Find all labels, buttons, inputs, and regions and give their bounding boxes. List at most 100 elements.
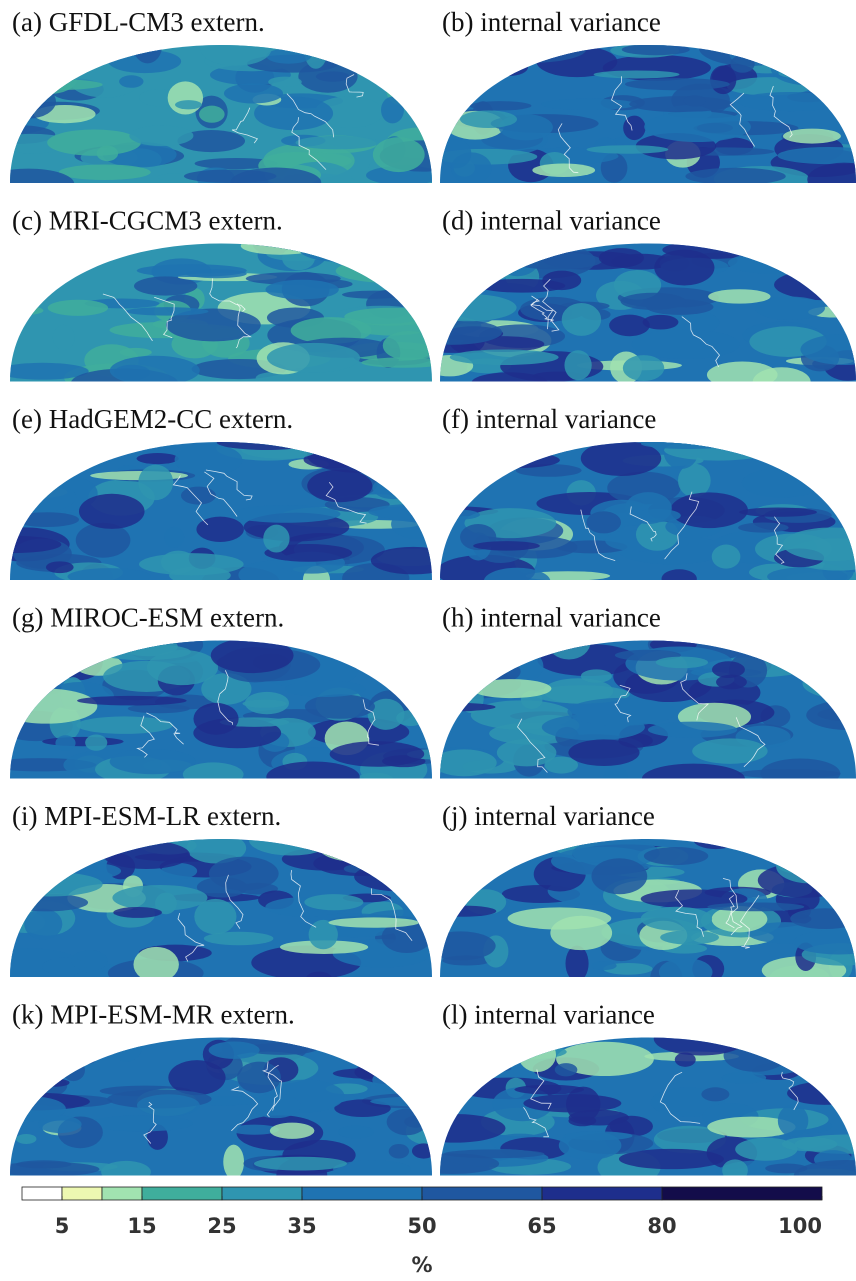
map-region — [8, 437, 83, 465]
map-region — [659, 958, 713, 986]
map-region — [373, 137, 425, 172]
map-region — [15, 431, 55, 454]
map-panel — [0, 28, 465, 199]
map-region — [801, 433, 856, 453]
map-region — [565, 946, 588, 982]
map-region — [0, 1066, 71, 1078]
map-region — [24, 909, 62, 940]
map-region — [412, 1143, 436, 1158]
map-region — [110, 356, 200, 386]
map-region — [303, 442, 376, 454]
map-region — [58, 439, 112, 468]
map-region — [778, 1105, 809, 1137]
map-region — [119, 75, 143, 88]
map-panel — [0, 628, 455, 793]
map-region — [124, 442, 178, 451]
map-panel — [412, 30, 856, 196]
map-region — [722, 1072, 766, 1084]
map-region — [381, 97, 404, 124]
map-region — [7, 306, 44, 315]
map-region — [730, 55, 754, 73]
map-region — [716, 675, 747, 690]
map-region — [724, 1039, 788, 1072]
map-region — [209, 1041, 260, 1058]
map-region — [822, 679, 849, 705]
map-region — [594, 70, 680, 78]
figure: (a) GFDL-CM3 extern.(b) internal varianc… — [0, 0, 856, 1281]
map-region — [450, 349, 559, 365]
map-region — [838, 241, 856, 273]
map-region — [599, 248, 644, 267]
map-region — [495, 242, 540, 277]
map-region — [428, 858, 457, 892]
map-region — [343, 241, 373, 266]
colorbar-tick-label: 35 — [287, 1214, 316, 1238]
map-region — [675, 1052, 696, 1066]
map-region — [0, 259, 47, 277]
map-region — [794, 435, 854, 450]
map-region — [183, 762, 244, 786]
map-region — [71, 950, 107, 971]
map-region — [609, 315, 650, 337]
map-region — [16, 1160, 71, 1168]
map-region — [462, 834, 558, 847]
map-region — [432, 749, 497, 776]
map-region — [329, 917, 420, 927]
colorbar-label: % — [411, 1253, 432, 1277]
map-region — [410, 442, 444, 472]
map-region — [397, 828, 503, 850]
map-region — [684, 95, 706, 106]
map-region — [53, 325, 75, 350]
map-region — [3, 277, 31, 297]
map-region — [0, 1031, 63, 1045]
map-region — [147, 650, 218, 685]
map-region — [268, 77, 302, 87]
map-region — [296, 136, 379, 150]
map-region — [305, 37, 327, 69]
map-region — [768, 236, 798, 265]
map-region — [320, 835, 423, 863]
map-region — [783, 37, 856, 69]
map-region — [708, 289, 770, 303]
map-region — [383, 331, 435, 360]
map-region — [224, 83, 283, 103]
map-region — [813, 1061, 841, 1090]
map-region — [342, 291, 406, 299]
map-region — [433, 639, 482, 670]
map-region — [473, 541, 540, 550]
map-region — [304, 894, 363, 910]
map-region — [307, 469, 372, 502]
map-region — [16, 1134, 36, 1144]
map-region — [654, 250, 714, 286]
map-region — [457, 1064, 512, 1072]
map-region — [372, 1065, 461, 1094]
colorbar-tick-label: 25 — [207, 1214, 236, 1238]
map-region — [542, 271, 581, 290]
map-region — [833, 865, 856, 893]
panel-title: (f) internal variance — [442, 404, 656, 434]
map-region — [794, 841, 843, 860]
map-region — [421, 1045, 497, 1079]
colorbar-segment — [102, 1187, 142, 1200]
map-region — [644, 847, 708, 865]
colorbar-segment — [542, 1187, 662, 1200]
map-region — [139, 553, 244, 575]
map-region — [201, 33, 272, 66]
map-region — [426, 931, 496, 960]
map-region — [403, 265, 430, 288]
map-region — [632, 330, 740, 359]
map-region — [0, 363, 89, 380]
map-region — [138, 465, 173, 501]
map-region — [412, 70, 477, 106]
map-region — [354, 1059, 451, 1085]
map-region — [0, 689, 97, 724]
map-region — [321, 232, 417, 267]
map-region — [59, 164, 151, 180]
map-region — [413, 674, 488, 694]
map-region — [591, 961, 616, 970]
map-region — [783, 129, 841, 144]
map-region — [629, 96, 733, 112]
map-region — [471, 679, 551, 698]
map-region — [129, 125, 193, 146]
map-region — [184, 170, 276, 183]
